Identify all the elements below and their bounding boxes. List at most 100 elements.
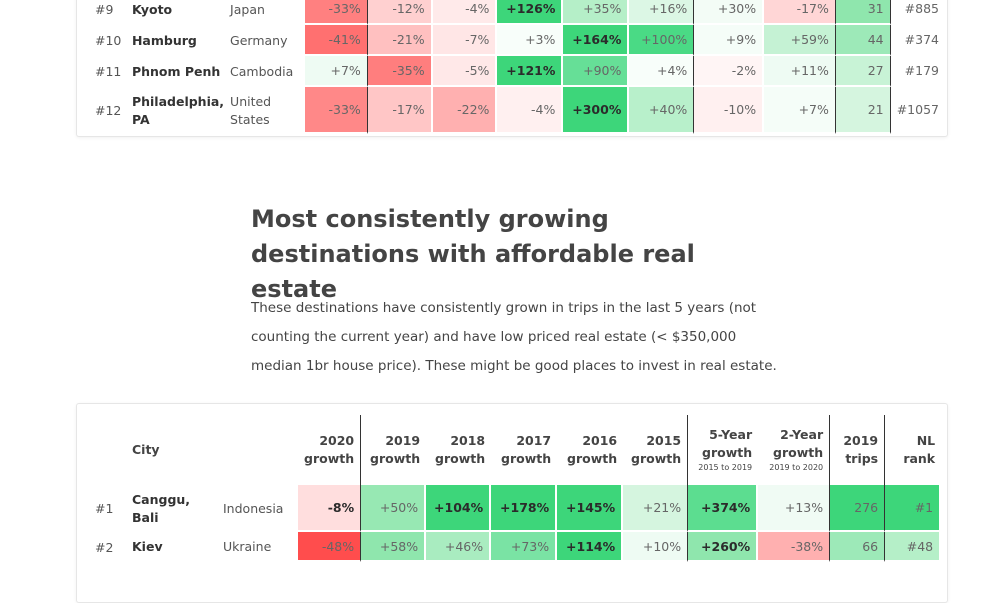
table-cell: 276 bbox=[830, 485, 886, 532]
table-cell: 31 bbox=[835, 0, 891, 25]
table-cell: +40% bbox=[629, 87, 695, 134]
table-cell: -33% bbox=[304, 0, 368, 25]
row-city[interactable]: Canggu, Bali bbox=[132, 491, 191, 525]
row-country: Ukraine bbox=[223, 539, 272, 554]
table-cell: -17% bbox=[367, 87, 433, 134]
row-country: Indonesia bbox=[223, 500, 284, 516]
row-rank: #1 bbox=[95, 501, 114, 516]
section-description: These destinations have consistently gro… bbox=[251, 300, 777, 374]
column-header[interactable]: 2-Year growth 2019 to 2020 bbox=[758, 415, 831, 485]
header-label: 2017 bbox=[516, 433, 552, 448]
row-city[interactable]: Kiev bbox=[132, 539, 163, 554]
row-rank: #9 bbox=[95, 2, 114, 17]
table-cell: #1 bbox=[885, 485, 942, 532]
row-country: Germany bbox=[230, 32, 288, 48]
column-header[interactable]: 2017 growth bbox=[491, 415, 557, 485]
growing-destinations-table: City 2020 growth 2019 growth 2018 growth 2017 gr… bbox=[77, 415, 942, 562]
table-cell: -10% bbox=[694, 87, 765, 134]
table-cell: +4% bbox=[629, 56, 695, 87]
table-cell: 44 bbox=[835, 25, 891, 56]
section-title: Most consistently growing destinations w… bbox=[251, 205, 695, 303]
table-cell: +21% bbox=[623, 485, 689, 532]
table-cell: +90% bbox=[563, 56, 630, 87]
header-sublabel: growth bbox=[304, 451, 355, 466]
row-country: United States bbox=[230, 93, 272, 127]
table-cell: -8% bbox=[298, 485, 362, 532]
table-cell: +13% bbox=[758, 485, 831, 532]
header-range: 2019 to 2020 bbox=[769, 463, 824, 472]
table-cell: +164% bbox=[563, 25, 630, 56]
table-cell: -33% bbox=[304, 87, 368, 134]
header-sublabel: growth bbox=[370, 451, 421, 466]
table-cell: +35% bbox=[563, 0, 630, 25]
header-label: NL bbox=[916, 433, 936, 448]
row-rank: #12 bbox=[95, 103, 122, 118]
header-label: 2019 bbox=[385, 433, 421, 448]
table-cell: -35% bbox=[367, 56, 433, 87]
table-cell: +178% bbox=[491, 485, 558, 532]
table-row: #10 Hamburg Germany -41% -21% -7% +3% +164% +100… bbox=[77, 25, 947, 56]
row-city[interactable]: Hamburg bbox=[131, 32, 197, 48]
table-cell: -4% bbox=[497, 87, 564, 134]
column-header[interactable]: 2018 growth bbox=[426, 415, 491, 485]
table-cell: +16% bbox=[629, 0, 695, 25]
table-cell: +30% bbox=[694, 0, 765, 25]
table-cell: +10% bbox=[623, 532, 689, 562]
column-header[interactable]: 2019 trips bbox=[830, 415, 886, 485]
table-cell: -17% bbox=[764, 0, 836, 25]
table-cell: -21% bbox=[367, 25, 433, 56]
header-sublabel: growth bbox=[702, 445, 753, 460]
column-header[interactable]: 2016 growth bbox=[557, 415, 623, 485]
table-cell: +114% bbox=[557, 532, 624, 562]
header-sublabel: growth bbox=[773, 445, 824, 460]
header-range: 2015 to 2019 bbox=[698, 463, 753, 472]
table-cell: +9% bbox=[694, 25, 765, 56]
table-cell: #1057 bbox=[890, 87, 947, 134]
table-cell: +11% bbox=[764, 56, 836, 87]
header-label: 2-Year bbox=[780, 427, 824, 442]
table-cell: +7% bbox=[304, 56, 368, 87]
table-row: #11 Phnom Penh Cambodia +7% -35% -5% +121% +90%… bbox=[77, 56, 947, 87]
header-rank-spacer bbox=[77, 415, 132, 485]
header-sublabel: trips bbox=[845, 451, 879, 466]
table-cell: #885 bbox=[890, 0, 947, 25]
row-rank: #10 bbox=[95, 33, 122, 48]
table-cell: -5% bbox=[432, 56, 498, 87]
header-label: 5-Year bbox=[709, 427, 753, 442]
table-cell: +260% bbox=[688, 532, 759, 562]
table-cell: +104% bbox=[426, 485, 492, 532]
table-cell: +126% bbox=[497, 0, 564, 25]
header-label: 2020 bbox=[319, 433, 355, 448]
column-header[interactable]: City bbox=[132, 415, 298, 485]
column-header[interactable]: 2019 growth bbox=[361, 415, 426, 485]
row-rank: #11 bbox=[95, 64, 122, 79]
table-cell: #374 bbox=[890, 25, 947, 56]
row-rank: #2 bbox=[95, 539, 114, 555]
destinations-table-card: #9 Kyoto Japan -33% -12% -4% +126% +35% +16% +30%… bbox=[76, 0, 948, 137]
table-cell: -2% bbox=[694, 56, 765, 87]
table-cell: +59% bbox=[764, 25, 836, 56]
table-cell: +100% bbox=[629, 25, 695, 56]
table-cell: #179 bbox=[890, 56, 947, 87]
column-header[interactable]: 2020 growth bbox=[298, 415, 362, 485]
header-sublabel: rank bbox=[903, 451, 936, 466]
row-city[interactable]: Philadelphia, PA bbox=[131, 93, 225, 127]
column-header[interactable]: 2015 growth bbox=[623, 415, 689, 485]
header-label: 2018 bbox=[450, 433, 486, 448]
header-label: 2015 bbox=[646, 433, 682, 448]
header-label: 2019 bbox=[843, 433, 879, 448]
table-cell: -22% bbox=[432, 87, 498, 134]
table-cell: 27 bbox=[835, 56, 891, 87]
column-header[interactable]: 5-Year growth 2015 to 2019 bbox=[688, 415, 758, 485]
table-row: #9 Kyoto Japan -33% -12% -4% +126% +35% +16% +30%… bbox=[77, 0, 947, 25]
table-cell: +300% bbox=[563, 87, 630, 134]
table-cell: +121% bbox=[497, 56, 564, 87]
header-label: 2016 bbox=[582, 433, 618, 448]
row-city[interactable]: Kyoto bbox=[131, 1, 173, 17]
column-header[interactable]: NL rank bbox=[885, 415, 941, 485]
header-sublabel: growth bbox=[501, 451, 552, 466]
table-cell: +3% bbox=[497, 25, 564, 56]
row-country: Japan bbox=[230, 1, 265, 17]
table-cell: -41% bbox=[304, 25, 368, 56]
row-city[interactable]: Phnom Penh bbox=[131, 63, 221, 79]
